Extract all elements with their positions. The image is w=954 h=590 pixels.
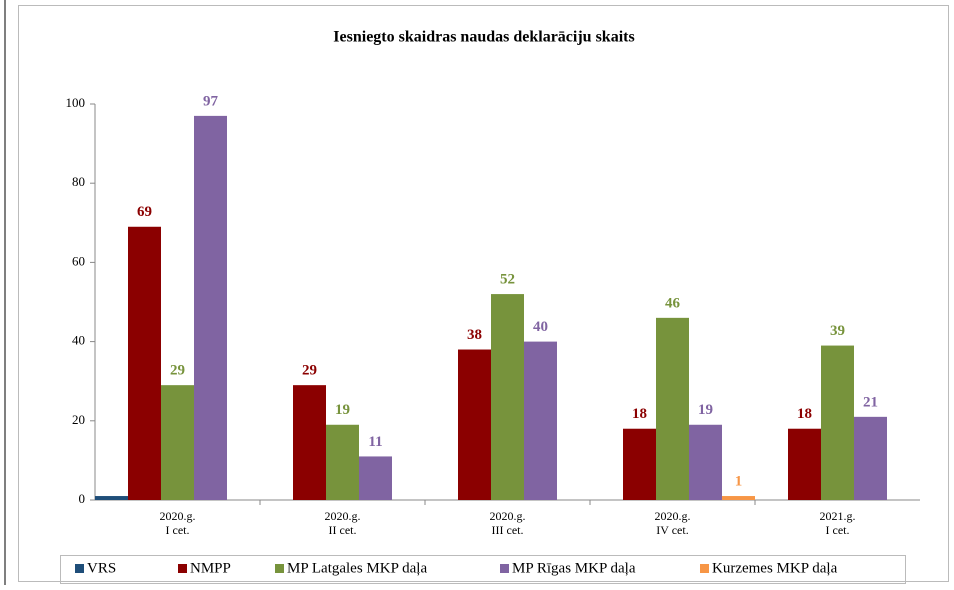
data-label: 11 xyxy=(368,434,382,450)
legend-label: VRS xyxy=(87,560,116,576)
legend-swatch xyxy=(178,564,187,573)
data-label: 52 xyxy=(500,272,515,288)
bar xyxy=(689,424,722,500)
y-tick-label: 60 xyxy=(72,253,85,268)
x-tick-label: 2020.g. xyxy=(490,509,526,523)
data-label: 39 xyxy=(830,323,845,339)
data-label: 29 xyxy=(302,363,317,379)
bar xyxy=(326,424,359,500)
bar xyxy=(458,349,491,500)
bar xyxy=(821,345,854,500)
legend-swatch xyxy=(75,564,84,573)
data-label: 19 xyxy=(698,402,713,418)
x-tick-label: 2020.g. xyxy=(160,509,196,523)
x-tick-label: 2021.g. xyxy=(820,509,856,523)
bar xyxy=(491,294,524,500)
data-label: 1 xyxy=(735,473,743,489)
bar xyxy=(161,385,194,500)
data-label: 29 xyxy=(170,363,185,379)
data-label: 40 xyxy=(533,319,548,335)
data-label: 46 xyxy=(665,295,681,311)
legend-label: MP Latgales MKP daļa xyxy=(287,560,427,576)
data-label: 19 xyxy=(335,402,350,418)
legend-label: NMPP xyxy=(190,560,231,576)
bar xyxy=(656,317,689,500)
legend-frame xyxy=(60,555,906,584)
y-tick-label: 0 xyxy=(79,491,86,506)
bar xyxy=(623,428,656,500)
bar xyxy=(194,115,227,500)
x-tick-label: II cet. xyxy=(329,523,357,537)
bar xyxy=(788,428,821,500)
x-tick-label: III cet. xyxy=(492,523,524,537)
bar xyxy=(293,385,326,500)
x-tick-label: I cet. xyxy=(826,523,850,537)
y-tick-label: 20 xyxy=(72,412,85,427)
bar xyxy=(854,416,887,500)
x-tick-label: I cet. xyxy=(166,523,190,537)
data-label: 69 xyxy=(137,204,152,220)
data-label: 97 xyxy=(203,93,219,109)
data-label: 18 xyxy=(797,406,812,422)
data-label: 18 xyxy=(632,406,647,422)
y-tick-label: 40 xyxy=(72,333,85,348)
y-tick-label: 100 xyxy=(66,95,86,110)
bar xyxy=(722,496,755,500)
legend-swatch xyxy=(500,564,509,573)
legend-swatch xyxy=(700,564,709,573)
x-tick-label: 2020.g. xyxy=(325,509,361,523)
chart-title: Iesniegto skaidras naudas deklarāciju sk… xyxy=(333,29,634,46)
bar xyxy=(128,226,161,500)
legend-label: Kurzemes MKP daļa xyxy=(712,560,838,576)
legend-label: MP Rīgas MKP daļa xyxy=(512,560,636,576)
bar xyxy=(95,496,128,500)
bar xyxy=(359,456,392,500)
legend-swatch xyxy=(275,564,284,573)
bar xyxy=(524,341,557,500)
x-tick-label: IV cet. xyxy=(656,523,688,537)
x-tick-label: 2020.g. xyxy=(655,509,691,523)
data-label: 38 xyxy=(467,327,482,343)
chart-frame xyxy=(18,5,949,582)
y-tick-label: 80 xyxy=(72,174,85,189)
data-label: 21 xyxy=(863,394,878,410)
